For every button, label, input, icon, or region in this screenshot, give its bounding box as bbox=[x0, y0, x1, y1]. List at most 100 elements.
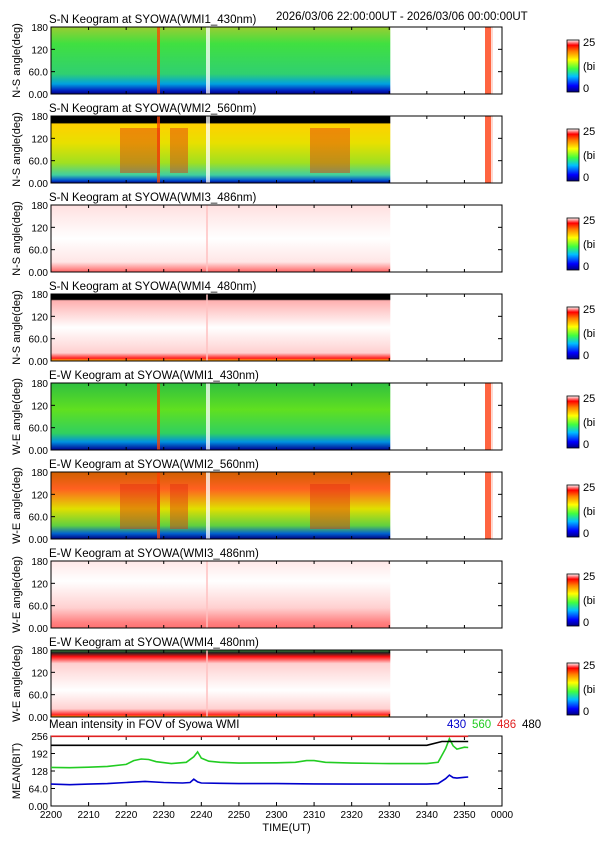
auroral-streak bbox=[485, 116, 493, 183]
y-tick-label: 60.0 bbox=[29, 513, 49, 524]
y-axis-label: W-E angle(deg) bbox=[11, 467, 23, 544]
colorbar bbox=[566, 306, 580, 360]
colorbar-max-label: 255 bbox=[583, 126, 595, 138]
y-tick-label: 180 bbox=[31, 557, 48, 568]
colorbar bbox=[566, 573, 580, 627]
colorbar-max-label: 255 bbox=[583, 482, 595, 494]
x-tick-label: 2300 bbox=[265, 810, 288, 821]
colorbar-min-label: 0 bbox=[583, 617, 589, 629]
y-tick-label: 0.00 bbox=[29, 268, 49, 279]
y-tick-label: 0.00 bbox=[29, 90, 49, 101]
y-tick-label: 0.00 bbox=[29, 446, 49, 457]
auroral-streak bbox=[491, 27, 495, 94]
colorbar bbox=[566, 484, 580, 538]
colorbar bbox=[566, 39, 580, 93]
panel-title: E-W Keogram at SYOWA(WMI2_560nm) bbox=[49, 459, 259, 471]
y-tick-label: 120 bbox=[31, 312, 48, 323]
colorbar-unit-label: (bit) bbox=[583, 328, 595, 340]
y-tick-label: 0.00 bbox=[29, 535, 49, 546]
y-tick-label: 0.00 bbox=[29, 179, 49, 190]
x-tick-label: 2350 bbox=[453, 810, 476, 821]
colorbar-min-label: 0 bbox=[583, 439, 589, 451]
y-tick-label: 128 bbox=[31, 767, 48, 778]
panel-title: E-W Keogram at SYOWA(WMI3_486nm) bbox=[49, 548, 259, 560]
colorbar-max-label: 255 bbox=[583, 215, 595, 227]
colorbar-unit-label: (bit) bbox=[583, 595, 595, 607]
keogram-panel: S-N Keogram at SYOWA(WMI1_430nm)180 120 60… bbox=[11, 14, 595, 101]
x-axis-label: TIME(UT) bbox=[262, 822, 310, 834]
x-tick-label: 2200 bbox=[40, 810, 63, 821]
keogram-panel: S-N Keogram at SYOWA(WMI4_480nm)180 120 60… bbox=[11, 281, 595, 368]
y-tick-label: 0.00 bbox=[29, 713, 49, 724]
auroral-region bbox=[310, 484, 350, 529]
colorbar bbox=[566, 395, 580, 449]
y-tick-label: 120 bbox=[31, 490, 48, 501]
x-tick-label: 2220 bbox=[115, 810, 138, 821]
y-tick-label: 0.00 bbox=[29, 357, 49, 368]
y-tick-label: 180 bbox=[31, 468, 48, 479]
auroral-streak bbox=[206, 27, 210, 94]
y-axis-label: N-S angle(deg) bbox=[11, 201, 23, 276]
x-tick-label: 2240 bbox=[190, 810, 213, 821]
y-tick-label: 120 bbox=[31, 401, 48, 412]
colorbar-unit-label: (bit) bbox=[583, 417, 595, 429]
keogram-image bbox=[51, 205, 391, 272]
y-tick-label: 180 bbox=[31, 290, 48, 301]
colorbar-min-label: 0 bbox=[583, 261, 589, 273]
colorbar-min-label: 0 bbox=[583, 350, 589, 362]
auroral-region bbox=[170, 128, 188, 173]
auroral-region bbox=[120, 484, 160, 529]
header-time-range: 2026/03/06 22:00:00UT - 2026/03/06 00:00… bbox=[276, 11, 528, 23]
y-axis-label: W-E angle(deg) bbox=[11, 378, 23, 455]
y-tick-label: 120 bbox=[31, 45, 48, 56]
y-tick-label: 180 bbox=[31, 23, 48, 34]
y-tick-label: 64.0 bbox=[29, 785, 49, 796]
colorbar bbox=[566, 217, 580, 271]
x-tick-label: 2230 bbox=[153, 810, 176, 821]
y-axis-label: N-S angle(deg) bbox=[11, 290, 23, 365]
keogram-image bbox=[51, 650, 391, 717]
keogram-panel: S-N Keogram at SYOWA(WMI3_486nm)180 120 60… bbox=[11, 192, 595, 279]
x-tick-label: 2310 bbox=[303, 810, 326, 821]
x-tick-label: 2250 bbox=[228, 810, 251, 821]
panel-title: E-W Keogram at SYOWA(WMI4_480nm) bbox=[49, 637, 259, 649]
y-tick-label: 192 bbox=[31, 750, 48, 761]
y-tick-label: 120 bbox=[31, 134, 48, 145]
panel-title: E-W Keogram at SYOWA(WMI1_430nm) bbox=[49, 370, 259, 382]
auroral-streak bbox=[485, 383, 493, 450]
auroral-streak bbox=[157, 472, 160, 539]
y-tick-label: 120 bbox=[31, 668, 48, 679]
colorbar-min-label: 0 bbox=[583, 172, 589, 184]
y-tick-label: 60.0 bbox=[29, 691, 49, 702]
series-line-480 bbox=[51, 740, 469, 747]
colorbar-unit-label: (bit) bbox=[583, 239, 595, 251]
y-axis-label: W-E angle(deg) bbox=[11, 556, 23, 633]
colorbar-max-label: 255 bbox=[583, 393, 595, 405]
auroral-streak bbox=[206, 472, 210, 539]
keogram-panel: E-W Keogram at SYOWA(WMI1_430nm)180 120 60… bbox=[11, 370, 595, 457]
auroral-streak bbox=[157, 116, 160, 183]
series-line-560 bbox=[50, 736, 469, 769]
auroral-streak bbox=[206, 650, 208, 717]
auroral-streak bbox=[157, 383, 160, 450]
x-tick-label: 0000 bbox=[491, 810, 514, 821]
y-tick-label: 180 bbox=[31, 201, 48, 212]
auroral-streak bbox=[491, 472, 495, 539]
auroral-streak bbox=[206, 116, 210, 183]
legend-entry-430: 430 bbox=[447, 719, 466, 731]
x-tick-label: 2320 bbox=[341, 810, 364, 821]
x-tick-label: 2340 bbox=[416, 810, 439, 821]
legend-entry-560: 560 bbox=[472, 719, 491, 731]
y-tick-label: 60.0 bbox=[29, 157, 49, 168]
y-tick-label: 60.0 bbox=[29, 424, 49, 435]
keogram-panel: E-W Keogram at SYOWA(WMI2_560nm)180 120 60… bbox=[11, 459, 595, 546]
keogram-image bbox=[51, 472, 391, 539]
auroral-streak bbox=[206, 205, 208, 272]
y-tick-label: 0.00 bbox=[29, 624, 49, 635]
keogram-image bbox=[51, 561, 391, 628]
keogram-panel: E-W Keogram at SYOWA(WMI3_486nm)180 120 60… bbox=[11, 548, 595, 635]
colorbar-max-label: 255 bbox=[583, 304, 595, 316]
colorbar-min-label: 0 bbox=[583, 528, 589, 540]
